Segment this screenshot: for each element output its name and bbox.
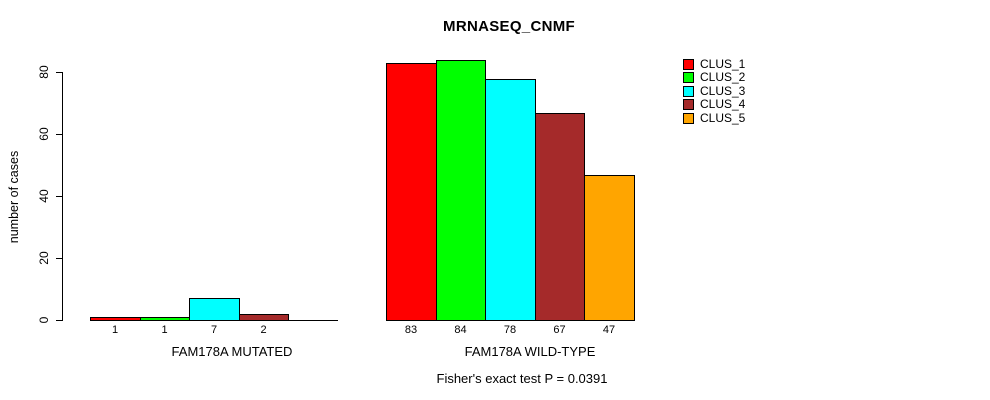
y-axis-tick <box>56 196 62 197</box>
bar-clus_3-wildtype <box>485 79 536 321</box>
y-axis-tick <box>56 320 62 321</box>
y-tick-label: 60 <box>37 127 51 141</box>
bar-value-label: 1 <box>161 324 168 336</box>
legend-label-clus_5: CLUS_5 <box>700 111 746 125</box>
y-axis-line <box>62 72 63 321</box>
bar-clus_3-mutated <box>189 298 240 321</box>
bar-value-label: 2 <box>260 324 267 336</box>
bar-value-label: 84 <box>454 324 467 336</box>
fisher-test-annotation: Fisher's exact test P = 0.0391 <box>436 371 608 386</box>
legend-label-clus_4: CLUS_4 <box>700 97 746 111</box>
y-tick-label: 20 <box>37 251 51 265</box>
group-label-wildtype: FAM178A WILD-TYPE <box>464 344 596 359</box>
bar-value-label: 67 <box>553 324 566 336</box>
legend-swatch-clus_4 <box>683 99 694 110</box>
chart-title: MRNASEQ_CNMF <box>443 18 575 35</box>
bar-value-label: 1 <box>111 324 119 336</box>
y-axis-tick <box>56 72 62 73</box>
y-axis-tick <box>56 134 62 135</box>
legend-swatch-clus_3 <box>683 86 694 97</box>
y-axis-title: number of cases <box>7 150 21 244</box>
bar-clus_2-mutated <box>140 317 190 321</box>
bar-clus_1-wildtype <box>386 63 437 321</box>
group-label-mutated: FAM178A MUTATED <box>171 344 293 359</box>
bar-clus_1-mutated <box>90 317 141 321</box>
y-tick-label: 40 <box>37 189 51 203</box>
bar-value-label: 47 <box>602 324 616 336</box>
legend-swatch-clus_2 <box>683 72 694 83</box>
bar-clus_4-wildtype <box>535 113 585 321</box>
legend-label-clus_3: CLUS_3 <box>700 84 746 98</box>
y-axis-tick <box>56 258 62 259</box>
bar-clus_2-wildtype <box>436 60 486 321</box>
legend-swatch-clus_5 <box>683 113 694 124</box>
bar-clus_4-mutated <box>239 314 289 321</box>
bar-value-label: 83 <box>404 324 418 336</box>
legend-swatch-clus_1 <box>683 59 694 70</box>
bar-value-label: 78 <box>503 324 517 336</box>
legend-label-clus_2: CLUS_2 <box>700 70 746 84</box>
y-tick-label: 0 <box>37 316 51 324</box>
bar-clus_5-wildtype <box>584 175 635 321</box>
bar-value-label: 7 <box>210 324 218 336</box>
legend-label-clus_1: CLUS_1 <box>700 57 746 71</box>
y-tick-label: 80 <box>37 65 51 79</box>
